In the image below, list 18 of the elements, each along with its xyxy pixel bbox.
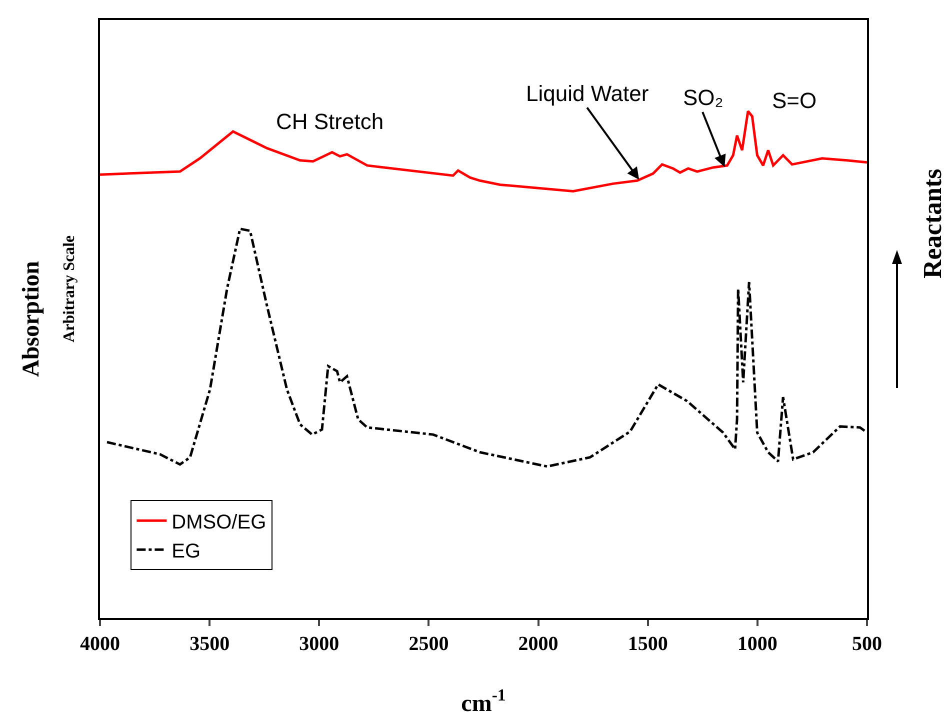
legend-label: EG [172, 540, 201, 562]
x-tick-label: 2500 [408, 633, 449, 655]
x-tick-label: 3500 [190, 633, 230, 655]
x-tick-label: 500 [852, 633, 882, 655]
y-axis-title: Absorption [18, 260, 45, 378]
x-tick-label: 3000 [299, 633, 340, 655]
x-tick-label: 2000 [518, 633, 558, 655]
x-tick-label: 4000 [80, 633, 120, 655]
annotation: S=O [772, 88, 817, 113]
text: Arbitrary Scale [61, 235, 78, 342]
text: Reactants [918, 168, 945, 279]
annotation: SO₂ [683, 85, 724, 110]
annotation: Liquid Water [526, 81, 649, 106]
x-tick-label: 1500 [628, 633, 668, 655]
legend-label: DMSO/EG [172, 511, 266, 534]
annotation: CH Stretch [276, 109, 384, 134]
x-tick-label: 1000 [737, 633, 778, 655]
x-axis-title: cm$^{-1}$ [461, 686, 506, 717]
